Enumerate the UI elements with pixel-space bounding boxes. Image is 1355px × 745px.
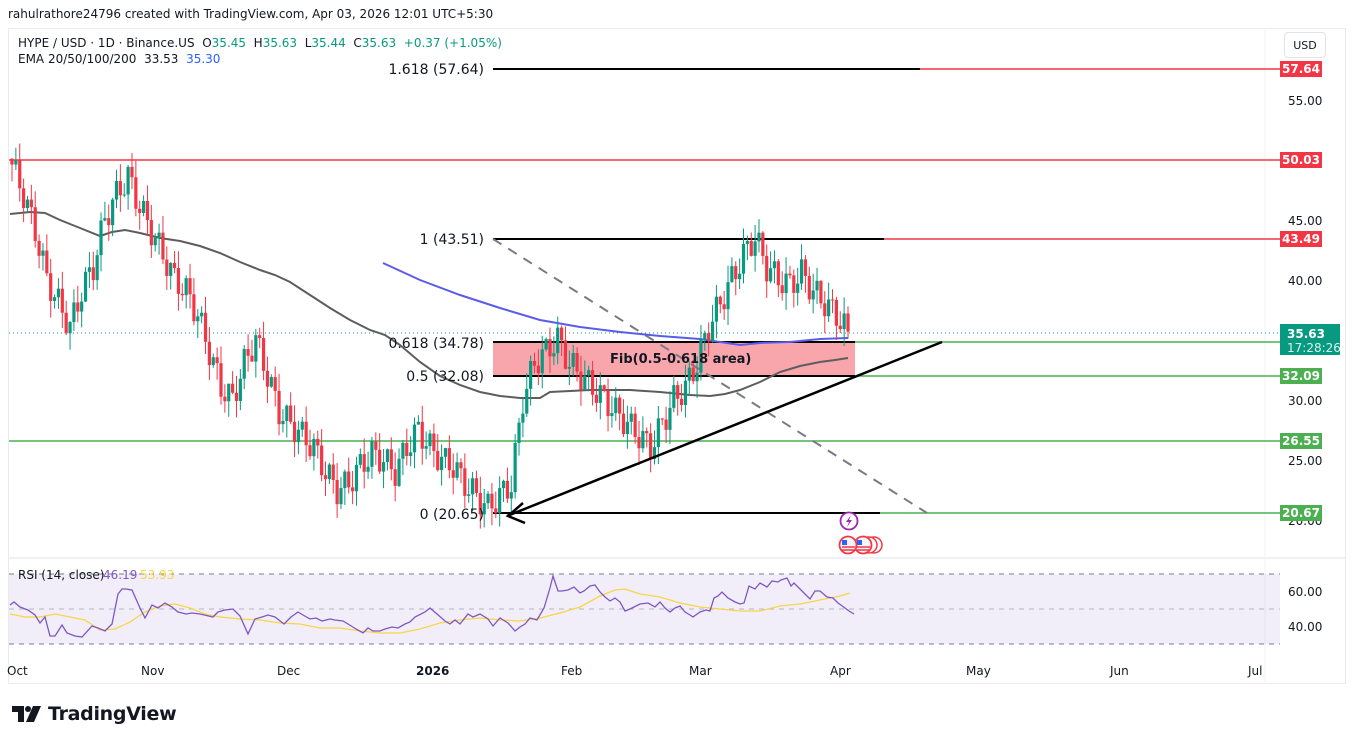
tradingview-logo-icon: [12, 706, 41, 722]
fib-zone[interactable]: [493, 342, 855, 376]
close-value: 35.63: [361, 36, 397, 50]
price-badge-50: 50.03: [1280, 152, 1322, 168]
rsi-axis[interactable]: 60.00 40.00: [1288, 585, 1322, 634]
brand-name: TradingView: [48, 703, 177, 725]
tradingview-logo[interactable]: TradingView: [12, 703, 177, 725]
svg-text:Dec: Dec: [277, 664, 300, 678]
currency-button[interactable]: USD: [1284, 32, 1326, 58]
dashed-trendline[interactable]: [492, 238, 928, 514]
svg-text:50.03: 50.03: [1282, 153, 1320, 167]
fib-label-1: 1 (43.51): [420, 232, 484, 248]
svg-text:43.49: 43.49: [1282, 232, 1320, 246]
resistance-lines[interactable]: [9, 68, 1280, 240]
chart-legend: HYPE / USD · 1D · Binance.US O35.45 H35.…: [18, 35, 502, 67]
ema-row: EMA 20/50/100/200 33.53 35.30: [18, 51, 502, 67]
symbol-row: HYPE / USD · 1D · Binance.US O35.45 H35.…: [18, 35, 502, 51]
fib-zone-label: Fib(0.5-0.618 area): [610, 352, 751, 367]
symbol-title[interactable]: HYPE / USD · 1D · Binance.US: [18, 36, 195, 50]
support-lines[interactable]: [9, 341, 1280, 514]
svg-text:Feb: Feb: [561, 664, 582, 678]
open-label: O: [202, 36, 212, 50]
low-value: 35.44: [311, 36, 346, 50]
high-label: H: [253, 36, 263, 50]
svg-text:May: May: [966, 664, 991, 678]
fib-label-05: 0.5 (32.08): [406, 369, 484, 385]
svg-text:26.55: 26.55: [1282, 434, 1320, 448]
svg-text:Nov: Nov: [141, 664, 164, 678]
svg-text:40.00: 40.00: [1288, 620, 1322, 634]
chart-credit: rahulrathore24796 created with TradingVi…: [8, 7, 494, 21]
lightning-event-icon[interactable]: [839, 511, 859, 531]
price-tick: 40.00: [1288, 274, 1322, 288]
price-tick: 45.00: [1288, 214, 1322, 228]
svg-text:60.00: 60.00: [1288, 585, 1322, 599]
svg-text:Jul: Jul: [1247, 664, 1262, 678]
fib-label-1618: 1.618 (57.64): [388, 62, 484, 78]
ascending-trendline[interactable]: [506, 340, 943, 518]
svg-text:35.63: 35.63: [1287, 327, 1325, 341]
svg-text:20.67: 20.67: [1282, 506, 1320, 520]
svg-text:Oct: Oct: [7, 664, 28, 678]
svg-text:Jun: Jun: [1109, 664, 1129, 678]
svg-text:57.64: 57.64: [1282, 62, 1320, 76]
price-badge-32: 32.09: [1280, 368, 1322, 384]
price-badge-20: 20.67: [1280, 505, 1322, 521]
fib-label-0: 0 (20.65): [420, 507, 484, 523]
price-tick: 55.00: [1288, 94, 1322, 108]
price-badge-57: 57.64: [1280, 61, 1322, 77]
svg-text:Mar: Mar: [689, 664, 712, 678]
change-value: +0.37 (+1.05%): [403, 36, 502, 50]
open-value: 35.45: [211, 36, 247, 50]
us-economic-event-icons[interactable]: [838, 535, 883, 555]
candlesticks: [10, 143, 850, 529]
ema-value-1: 33.53: [144, 52, 179, 66]
rsi-ma-value: 53.93: [140, 568, 174, 582]
ema-gray-line: [9, 210, 849, 399]
price-tick: 30.00: [1288, 394, 1322, 408]
close-label: C: [353, 36, 362, 50]
svg-text:17:28:26: 17:28:26: [1287, 341, 1341, 355]
ema-value-2: 35.30: [186, 52, 221, 66]
svg-text:2026: 2026: [416, 664, 449, 678]
price-badge-26: 26.55: [1280, 433, 1322, 449]
rsi-value: 46.19: [103, 568, 137, 582]
fib-label-0618: 0.618 (34.78): [388, 336, 484, 352]
ema-blue-line: [382, 262, 849, 347]
time-axis[interactable]: Oct Nov Dec 2026 Feb Mar Apr May Jun Jul: [7, 664, 1262, 678]
price-badge-43: 43.49: [1280, 231, 1322, 247]
ema-label[interactable]: EMA 20/50/100/200: [18, 52, 137, 66]
rsi-label[interactable]: RSI (14, close): [18, 568, 104, 582]
price-tick: 25.00: [1288, 454, 1322, 468]
high-value: 35.63: [262, 36, 298, 50]
last-price-badge: 35.63 17:28:26: [1280, 324, 1341, 355]
svg-text:Apr: Apr: [830, 664, 851, 678]
rsi-ma-line: [9, 588, 851, 634]
low-label: L: [304, 36, 312, 50]
svg-text:32.09: 32.09: [1282, 369, 1320, 383]
rsi-line: [9, 573, 855, 638]
